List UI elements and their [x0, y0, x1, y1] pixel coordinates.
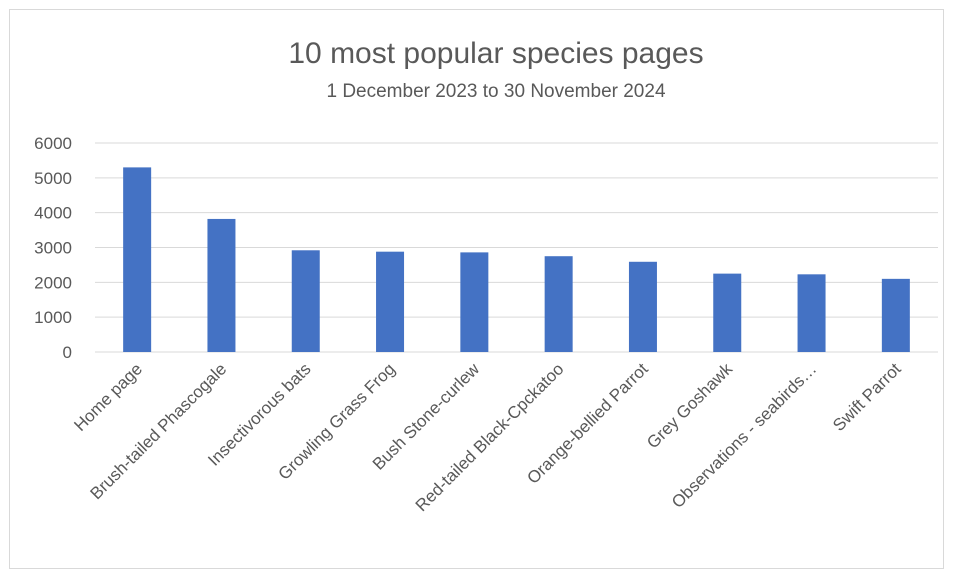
category-label: Home page — [70, 359, 146, 435]
bar — [713, 273, 742, 352]
bar — [544, 256, 573, 352]
y-tick-label: 3000 — [34, 239, 72, 258]
y-axis-ticks: 0 1000 2000 3000 4000 5000 6000 — [34, 134, 72, 362]
category-label: Observations - seabirds… — [668, 359, 820, 511]
chart-title: 10 most popular species pages — [288, 37, 703, 70]
category-label: Swift Parrot — [829, 359, 905, 435]
y-tick-label: 1000 — [34, 308, 72, 327]
bar — [207, 218, 236, 352]
bar — [291, 250, 320, 352]
category-label: Red-tailed Black-Cpckatoo — [412, 359, 568, 515]
y-tick-label: 0 — [63, 343, 72, 362]
bar — [628, 261, 657, 352]
gridlines — [95, 142, 938, 353]
bar — [460, 252, 489, 352]
y-tick-label: 6000 — [34, 134, 72, 153]
chart-area: 10 most popular species pages 1 December… — [9, 9, 944, 569]
bar — [881, 278, 910, 352]
bar — [123, 167, 152, 352]
bar — [376, 251, 405, 352]
bar-chart: 10 most popular species pages 1 December… — [34, 37, 938, 515]
bars — [123, 167, 910, 352]
y-tick-label: 2000 — [34, 273, 72, 292]
category-label: Grey Goshawk — [643, 359, 736, 452]
category-label: Brush-tailed Phascogale — [87, 359, 231, 503]
y-tick-label: 5000 — [34, 169, 72, 188]
chart-subtitle: 1 December 2023 to 30 November 2024 — [326, 81, 665, 102]
bar — [797, 274, 826, 352]
y-tick-label: 4000 — [34, 204, 72, 223]
